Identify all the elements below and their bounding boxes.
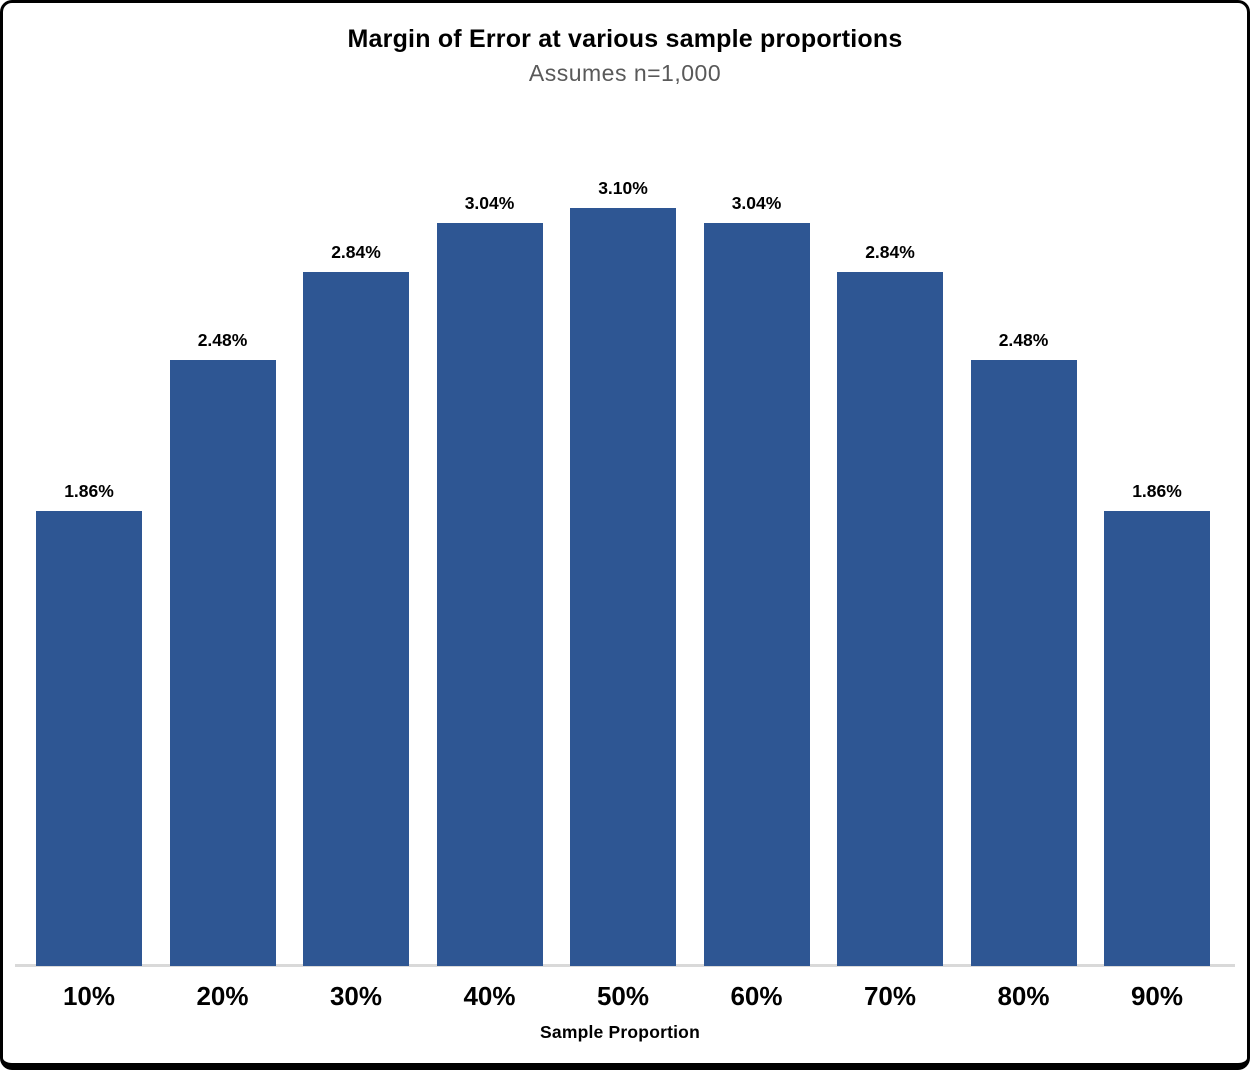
x-tick-label: 50%: [596, 981, 650, 1011]
bar-group: 3.04%: [436, 193, 543, 966]
x-tick-label: 30%: [329, 981, 383, 1011]
x-tick-label: 90%: [1130, 981, 1184, 1011]
bar-group: 2.48%: [970, 208, 1077, 966]
bar-group: 3.10%: [570, 178, 676, 966]
bar-value-label: 3.04%: [464, 193, 515, 213]
bar-group: 2.48%: [169, 208, 276, 966]
bar-value-label: 1.86%: [1132, 481, 1182, 501]
bar: [169, 360, 276, 966]
bar-group: 1.86%: [36, 208, 142, 966]
bar-group: 3.04%: [703, 193, 810, 966]
bar-value-label: 1.86%: [64, 481, 114, 501]
chart-subtitle: Assumes n=1,000: [528, 60, 722, 86]
bar-value-label: 3.10%: [598, 178, 648, 198]
bar-value-label: 2.84%: [865, 242, 915, 262]
x-tick-label: 70%: [863, 981, 917, 1011]
bar-group: 1.86%: [1104, 208, 1210, 966]
chart-title: Margin of Error at various sample propor…: [347, 25, 903, 53]
bar: [703, 223, 810, 966]
x-tick-label: 20%: [196, 981, 249, 1011]
bar-value-label: 2.48%: [998, 330, 1049, 350]
bars-container: 1.86% 2.48% 2.84% 3.04% 3.10% 3.04% 2.84% 2.48%…: [36, 178, 1210, 966]
bar-group: 2.84%: [837, 208, 943, 966]
bar-value-label: 3.04%: [731, 193, 782, 213]
x-axis-title: Sample Proportion: [540, 1022, 700, 1042]
x-tick-label: 80%: [997, 981, 1050, 1011]
bar: [303, 272, 409, 966]
x-tick-labels: 10% 20% 30% 40% 50% 60% 70% 80% 90%: [36, 981, 1210, 1012]
bar: [570, 208, 676, 966]
bar-value-label: 2.48%: [197, 330, 248, 350]
bar-group: 2.84%: [303, 208, 409, 966]
bar: [436, 223, 543, 966]
x-tick-label: 40%: [463, 981, 516, 1011]
bar: [1104, 511, 1210, 966]
bar: [36, 511, 142, 966]
bar: [837, 272, 943, 966]
x-tick-label: 60%: [730, 981, 783, 1011]
bar-value-label: 2.84%: [331, 242, 381, 262]
bar: [970, 360, 1077, 966]
x-tick-label: 10%: [62, 981, 116, 1011]
